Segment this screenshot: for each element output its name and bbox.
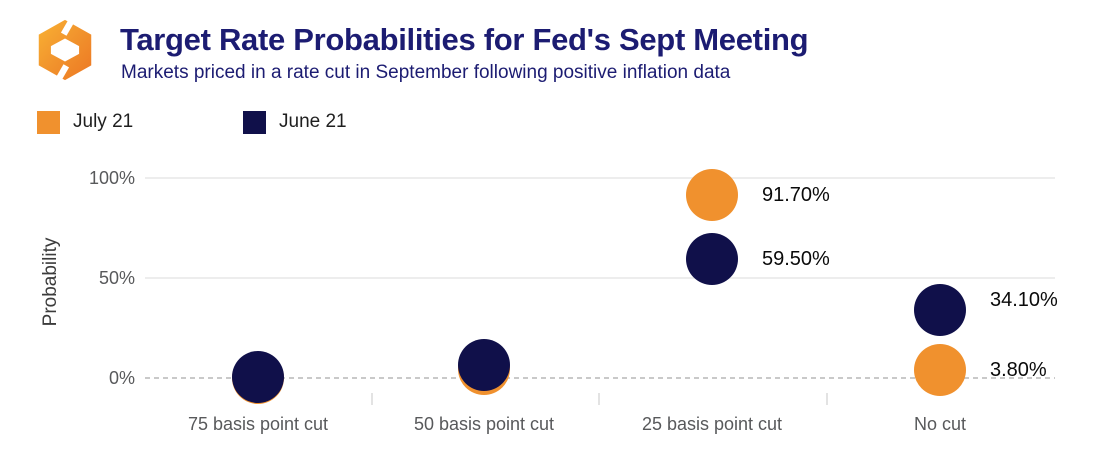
legend-label-june-21: June 21 (279, 111, 347, 132)
data-point-june-21-75-basis-point-cut (232, 351, 284, 404)
gridline-100% (145, 177, 1055, 179)
brand-logo-icon (38, 16, 92, 84)
data-point-july-21-25-basis-point-cut (686, 168, 738, 221)
x-axis-boundary-tick (826, 393, 828, 405)
y-tick-label-100%: 100% (88, 168, 135, 188)
x-category-label-25-basis-point-cut: 25 basis point cut (641, 414, 783, 434)
x-category-label-50-basis-point-cut: 50 basis point cut (413, 414, 555, 434)
y-tick-label-0%: 0% (108, 368, 135, 388)
page-title: Target Rate Probabilities for Fed's Sept… (120, 22, 809, 57)
x-category-label-no-cut: No cut (913, 414, 967, 434)
data-point-june-21-50-basis-point-cut (458, 339, 510, 392)
data-point-june-21-25-basis-point-cut (686, 233, 738, 285)
value-label-june-21-no-cut: 34.10% (990, 288, 1058, 311)
value-label-july-21-no-cut: 3.80% (990, 359, 1047, 382)
legend-swatch-july-21 (37, 110, 60, 134)
y-axis-title: Probability (40, 237, 61, 327)
legend-item-june-21[interactable]: June 21 (243, 109, 347, 135)
value-label-july-21-25-basis-point-cut: 91.70% (762, 183, 830, 206)
x-category-label-75-basis-point-cut: 75 basis point cut (187, 414, 329, 434)
x-axis-boundary-tick (598, 393, 600, 405)
legend-item-july-21[interactable]: July 21 (37, 109, 133, 135)
value-label-june-21-25-basis-point-cut: 59.50% (762, 248, 830, 270)
gridline-0% (145, 377, 1055, 379)
legend-swatch-june-21 (243, 110, 266, 134)
gridline-50% (145, 277, 1055, 279)
data-point-june-21-no-cut (914, 283, 966, 336)
legend-label-july-21: July 21 (73, 111, 134, 132)
data-point-july-21-no-cut (914, 344, 966, 397)
y-tick-label-50%: 50% (98, 268, 135, 288)
page-subtitle: Markets priced in a rate cut in Septembe… (121, 62, 731, 83)
x-axis-boundary-tick (371, 393, 373, 405)
